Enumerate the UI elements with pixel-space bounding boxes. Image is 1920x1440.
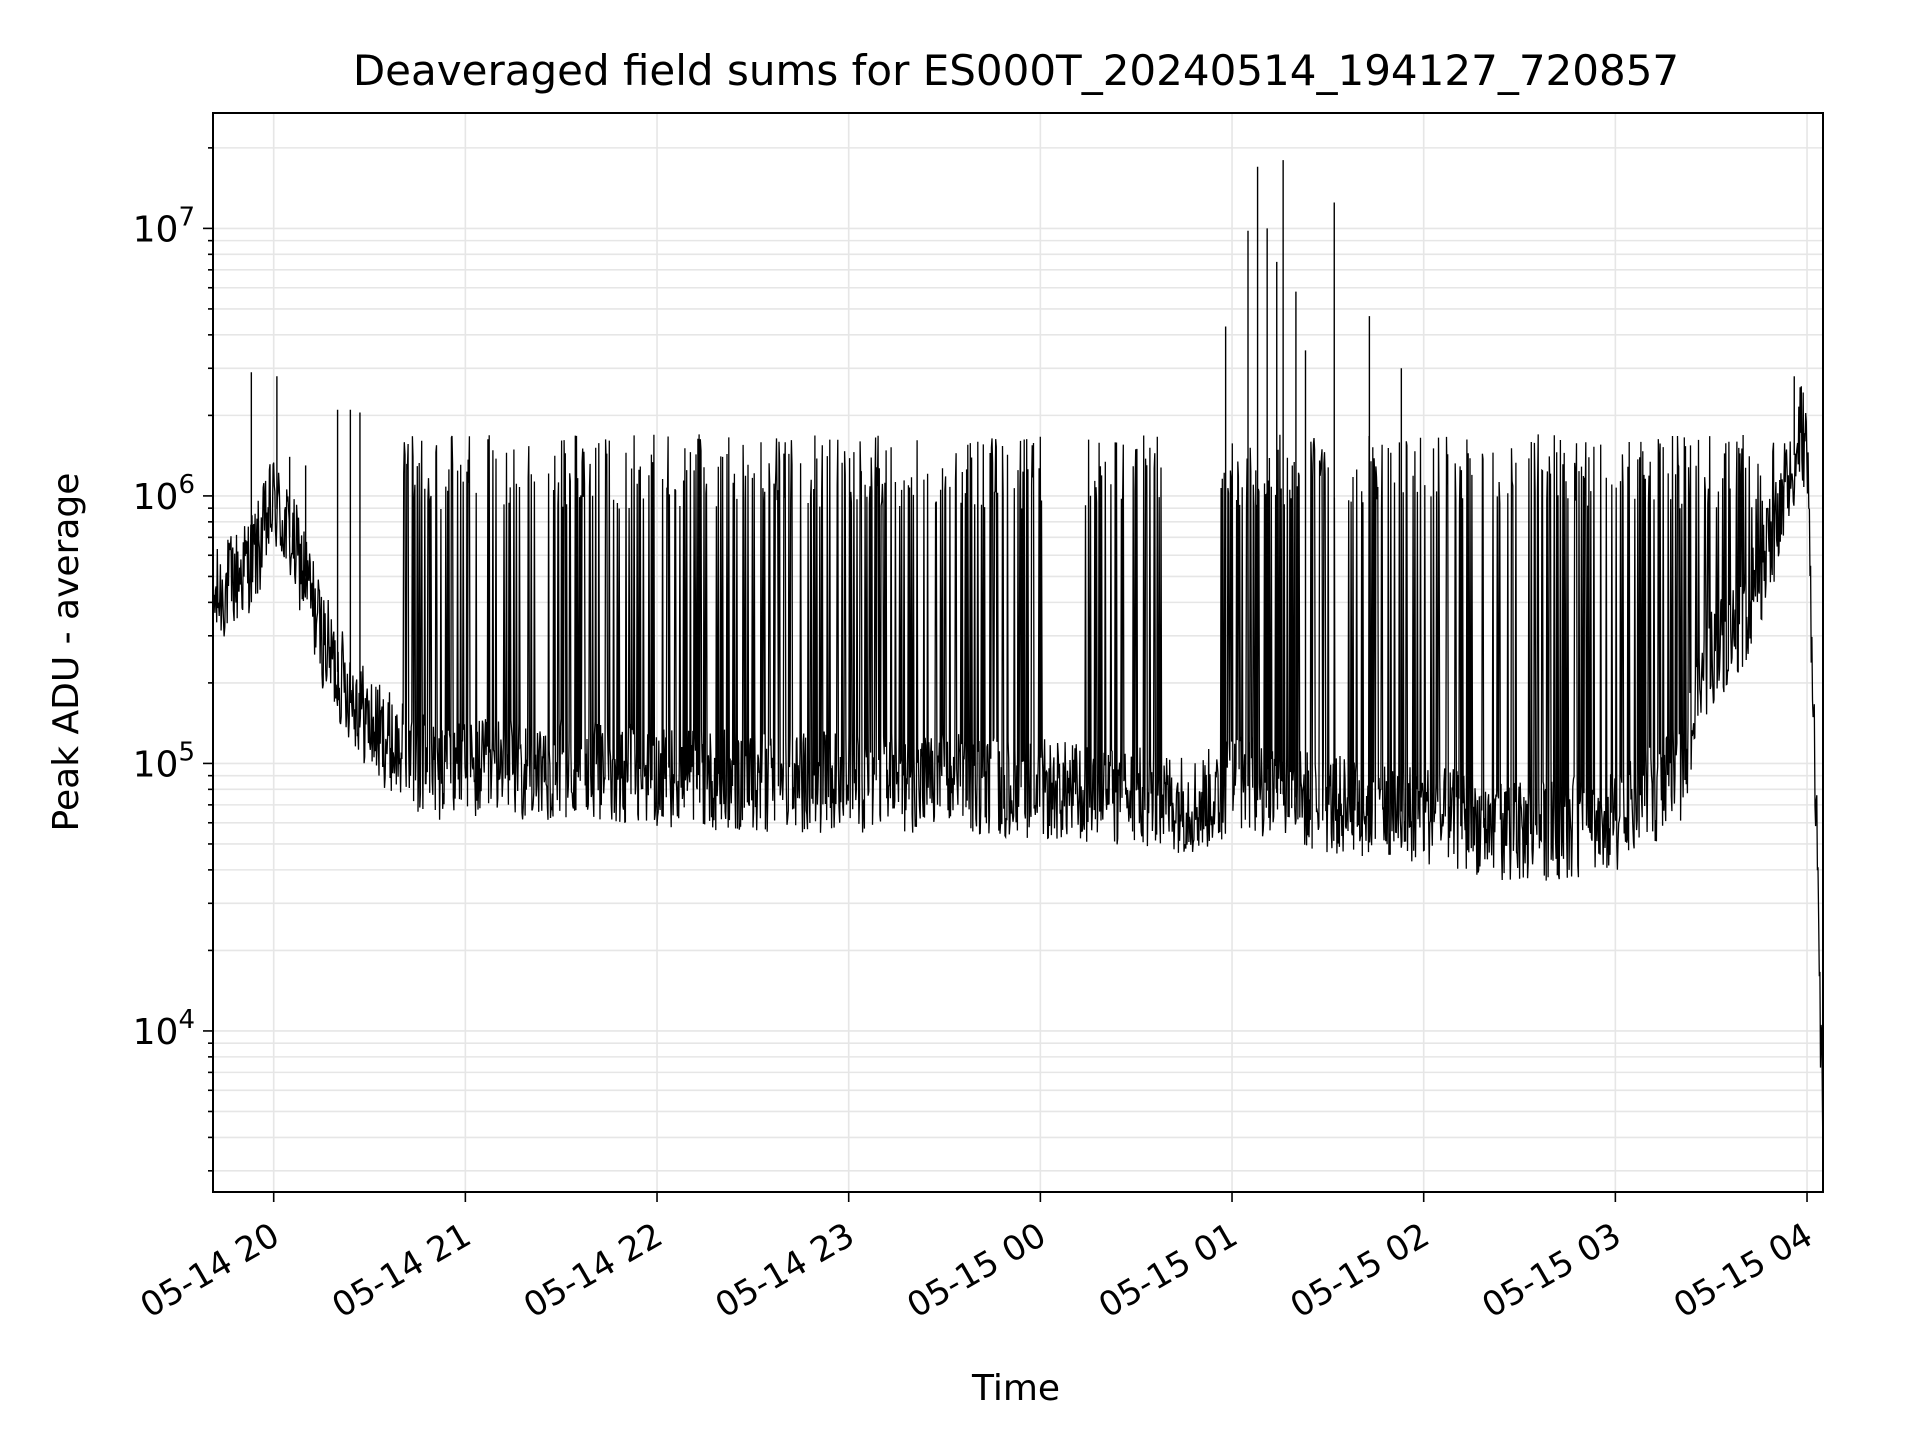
series-trace	[213, 386, 1823, 1163]
plot-frame	[212, 112, 1824, 1193]
y-tick-label: 104	[133, 1005, 195, 1053]
y-tick-base: 10	[133, 744, 179, 785]
series-line	[213, 160, 1823, 1163]
y-tick-base: 10	[133, 1012, 179, 1053]
y-tick-base: 10	[133, 477, 179, 518]
y-tick-exponent: 4	[178, 1005, 195, 1035]
y-tick-exponent: 7	[178, 202, 195, 232]
y-tick-exponent: 6	[178, 470, 195, 500]
y-tick-label: 105	[133, 737, 195, 785]
y-tick-label: 107	[133, 202, 195, 250]
y-tick-exponent: 5	[178, 737, 195, 767]
y-axis-label: Peak ADU - average	[46, 473, 87, 832]
y-tick-label: 106	[133, 470, 195, 518]
x-axis-label: Time	[971, 1368, 1060, 1409]
y-tick-base: 10	[133, 209, 179, 250]
chart-title: Deaveraged field sums for ES000T_2024051…	[353, 46, 1679, 95]
